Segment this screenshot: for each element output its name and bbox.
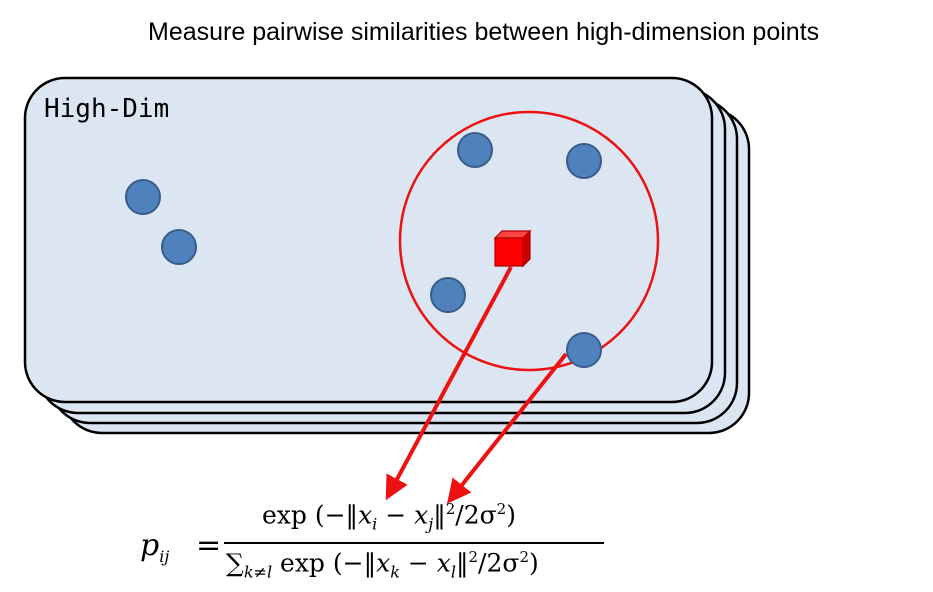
arrow-xi	[385, 266, 513, 501]
diagram-title: Measure pairwise similarities between hi…	[148, 18, 820, 46]
formula-lhs-subscript: ij	[159, 547, 170, 566]
neighborhood-circle	[398, 110, 660, 372]
denominator-close: )	[528, 548, 539, 578]
denominator-x1-sub: k	[390, 562, 400, 582]
denominator-open: (−‖	[332, 548, 377, 578]
formula-equals: =	[196, 528, 222, 563]
denominator-x1: x	[376, 548, 391, 578]
numerator-exp: exp	[262, 500, 307, 530]
data-point	[161, 229, 197, 265]
formula-denominator: ∑k≠l exp (−‖xk − xl‖2/2σ2)	[226, 548, 539, 581]
numerator-power: 2	[445, 500, 456, 518]
numerator-minus: −	[377, 500, 415, 530]
denominator-power: 2	[468, 548, 479, 566]
numerator-x2: x	[414, 500, 429, 530]
denominator-x2: x	[436, 548, 451, 578]
numerator-open: (−‖	[314, 500, 359, 530]
numerator-close: )	[506, 500, 516, 530]
numerator-over: /2σ	[455, 500, 497, 530]
cube-icon	[493, 229, 532, 268]
numerator-x1-sub: i	[372, 514, 378, 534]
denominator-sum: ∑	[226, 548, 244, 578]
denominator-sum-sub: k≠l	[243, 562, 273, 582]
numerator-sigma-power: 2	[496, 500, 507, 518]
arrow-xj	[447, 352, 568, 504]
data-point	[125, 179, 161, 215]
denominator-x2-sub: l	[450, 562, 456, 582]
denominator-sigma-power: 2	[519, 548, 529, 566]
denominator-norm-close: ‖	[455, 548, 469, 578]
numerator-x2-sub: j	[428, 514, 434, 534]
formula-lhs-symbol: p	[140, 528, 160, 563]
numerator-norm-close: ‖	[433, 500, 446, 530]
data-point	[457, 132, 493, 168]
denominator-minus: −	[399, 548, 437, 578]
fraction-bar	[224, 542, 604, 544]
data-point-neighbor	[566, 332, 602, 368]
formula-lhs: pij	[140, 528, 169, 566]
denominator-over: /2σ	[478, 548, 520, 578]
panel-label: High-Dim	[44, 94, 170, 124]
high-dim-panel	[23, 76, 714, 404]
data-point	[430, 277, 466, 313]
denominator-exp: exp	[272, 548, 325, 578]
formula-numerator: exp (−‖xi − xj‖2/2σ2)	[262, 500, 516, 533]
numerator-x1: x	[358, 500, 373, 530]
data-point	[566, 143, 602, 179]
similarity-formula: pij = exp (−‖xi − xj‖2/2σ2) ∑k≠l exp (−‖…	[140, 498, 610, 588]
